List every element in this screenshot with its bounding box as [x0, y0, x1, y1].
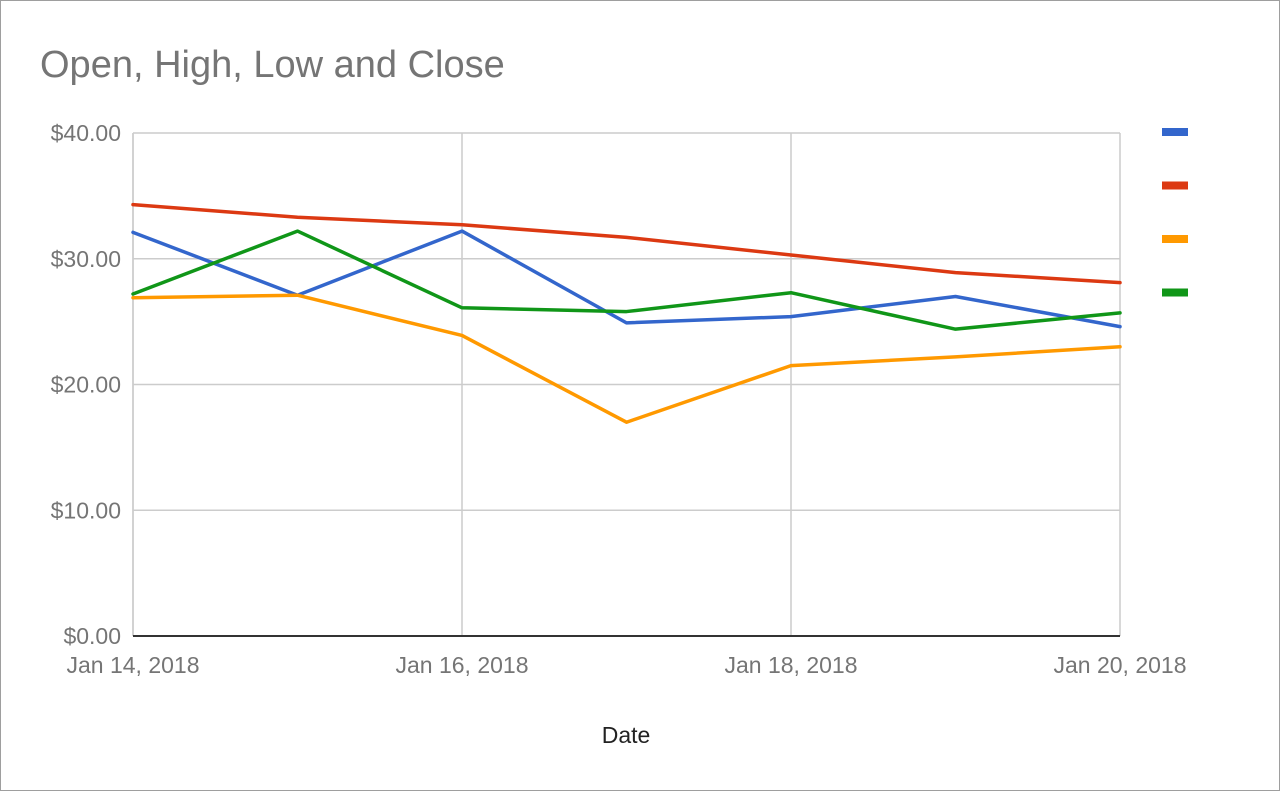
series-line-2: [131, 202, 1122, 285]
legend-swatch-4: [1162, 288, 1188, 297]
legend-swatch-3: [1162, 235, 1188, 243]
legend-swatch-2: [1162, 181, 1188, 190]
y-tick-label: $10.00: [51, 497, 121, 523]
chart-title: Open, High, Low and Close: [40, 44, 505, 86]
tick-labels: $0.00 $10.00 $20.00 $30.00 $40.00 Jan 14, 201…: [51, 120, 1187, 678]
y-tick-label: $20.00: [51, 372, 121, 398]
y-tick-label: $30.00: [51, 246, 121, 272]
x-tick-label: Jan 14, 2018: [66, 652, 199, 678]
series-line-3: [131, 293, 1122, 424]
series-lines: [131, 202, 1122, 424]
series-line-4: [131, 229, 1122, 331]
x-axis-title: Date: [602, 722, 651, 748]
x-tick-label: Jan 18, 2018: [724, 652, 857, 678]
legend: [1162, 128, 1188, 297]
grid-lines: [132, 132, 1121, 637]
x-tick-label: Jan 16, 2018: [395, 652, 528, 678]
legend-swatch-1: [1162, 128, 1188, 136]
y-tick-label: $0.00: [63, 623, 121, 649]
x-tick-label: Jan 20, 2018: [1053, 652, 1186, 678]
y-tick-label: $40.00: [51, 120, 121, 146]
